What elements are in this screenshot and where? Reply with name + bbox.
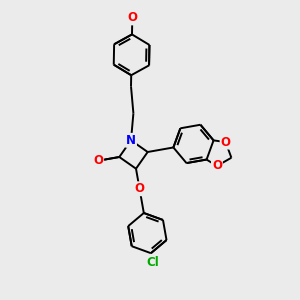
Text: O: O — [212, 160, 222, 172]
Text: N: N — [126, 134, 136, 147]
Text: O: O — [134, 182, 145, 195]
Text: O: O — [127, 11, 137, 24]
Text: O: O — [220, 136, 231, 148]
Text: O: O — [93, 154, 103, 167]
Text: Cl: Cl — [146, 256, 159, 269]
